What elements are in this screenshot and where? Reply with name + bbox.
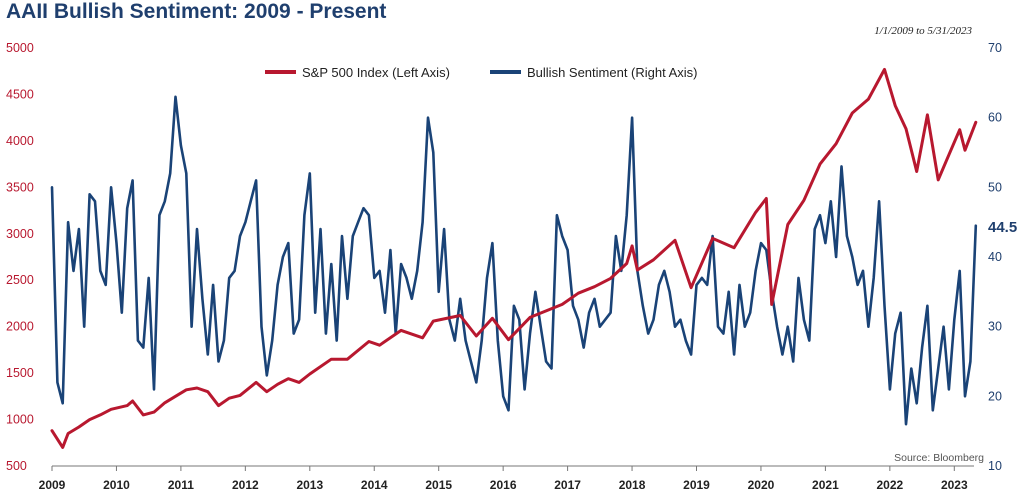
right-tick-label: 20 [988,389,1002,403]
x-tick-label: 2014 [361,478,388,492]
x-tick-label: 2020 [748,478,775,492]
left-tick-label: 4000 [6,134,34,148]
x-tick-label: 2019 [683,478,710,492]
left-tick-label: 1000 [6,413,34,427]
x-tick-label: 2010 [103,478,130,492]
plot-area [50,67,978,449]
x-tick-label: 2012 [232,478,259,492]
x-tick-label: 2022 [876,478,903,492]
x-tick-label: 2021 [812,478,839,492]
left-tick-label: 1500 [6,366,34,380]
left-tick-label: 3000 [6,227,34,241]
x-axis: 2009 2010 2011 2012 2013 2014 2015 2016 2017 2018… [39,465,974,492]
left-tick-label: 5000 [6,41,34,55]
right-tick-label: 70 [988,41,1002,55]
right-tick-label: 30 [988,320,1002,334]
x-tick-label: 2011 [168,478,194,492]
date-range-label: 1/1/2009 to 5/31/2023 [874,25,972,37]
x-tick-label: 2013 [296,478,323,492]
right-tick-label: 50 [988,180,1002,194]
sp500-series-line [50,67,978,449]
legend-label-sp500: S&P 500 Index (Left Axis) [302,65,450,80]
right-tick-label: 40 [988,250,1002,264]
left-tick-label: 2500 [6,273,34,287]
right-axis: 10 20 30 40 50 60 70 [988,41,1002,473]
right-tick-label: 60 [988,111,1002,125]
left-tick-label: 4500 [6,87,34,101]
chart-title: AAII Bullish Sentiment: 2009 - Present [6,0,386,23]
left-tick-label: 3500 [6,180,34,194]
source-label: Source: Bloomberg [894,452,984,464]
left-tick-label: 2000 [6,320,34,334]
last-value-label: 44.5 [988,219,1017,236]
legend-label-bullish: Bullish Sentiment (Right Axis) [527,65,698,80]
x-tick-label: 2023 [941,478,968,492]
left-axis: 500 1000 1500 2000 2500 3000 3500 4000 4500 5000 [6,41,34,473]
left-tick-label: 500 [6,459,27,473]
bullish-sentiment-series-line [50,95,978,426]
right-tick-label: 10 [988,459,1002,473]
legend: S&P 500 Index (Left Axis) Bullish Sentim… [265,65,698,80]
x-tick-label: 2009 [39,478,66,492]
x-tick-label: 2017 [554,478,581,492]
x-tick-label: 2015 [425,478,452,492]
x-tick-label: 2018 [619,478,646,492]
x-tick-label: 2016 [490,478,517,492]
